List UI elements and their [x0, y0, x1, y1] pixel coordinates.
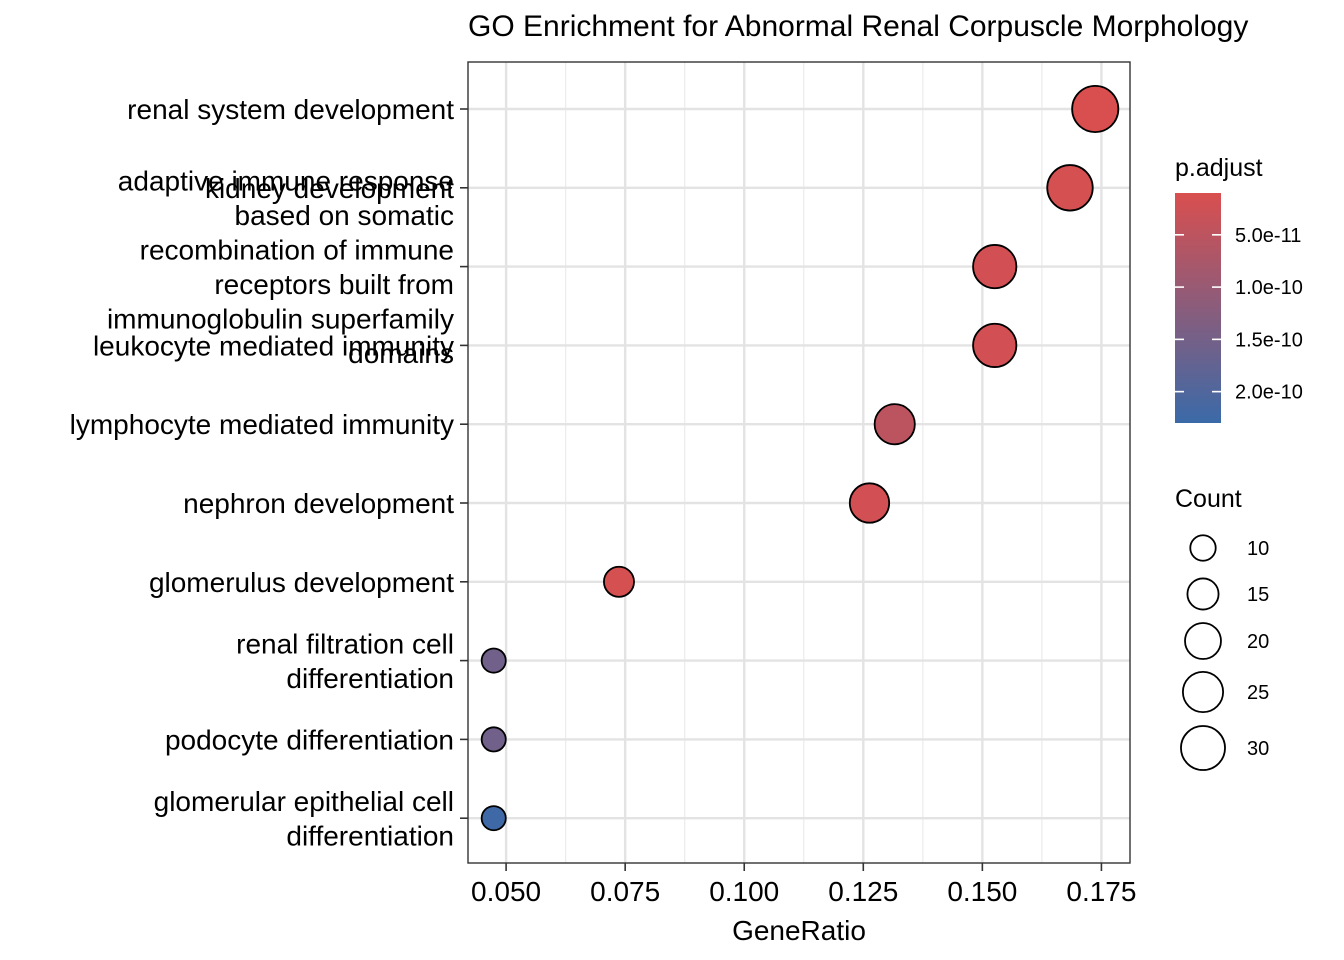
color-bar-tick-label: 1.5e-10	[1235, 329, 1303, 351]
y-tick-label: receptors built from	[214, 269, 454, 300]
data-point	[1046, 164, 1094, 212]
y-tick-label: kidney development	[205, 173, 454, 204]
y-tick-label: adaptive immune response	[118, 165, 454, 196]
y-tick-label: lymphocyte mediated immunity	[70, 409, 454, 440]
size-legend-label: 15	[1247, 584, 1269, 606]
x-tick-label: 0.150	[947, 876, 1017, 907]
panel-border	[467, 61, 1131, 864]
y-tick-label: renal system development	[127, 94, 454, 125]
y-tick-label: podocyte differentiation	[165, 724, 454, 755]
y-tick-label: renal filtration cell	[236, 628, 454, 659]
x-tick-label: 0.100	[709, 876, 779, 907]
x-tick-label: 0.050	[471, 876, 541, 907]
color-bar-tick-label: 2.0e-10	[1235, 382, 1303, 404]
data-point	[603, 565, 635, 598]
y-tick-label: differentiation	[286, 663, 454, 694]
y-tick-label: domains	[348, 338, 454, 369]
y-tick-label: based on somatic	[235, 200, 454, 231]
data-point	[480, 805, 507, 832]
plot-panel	[468, 62, 1130, 863]
data-point	[848, 482, 891, 524]
size-legend-label: 25	[1247, 682, 1269, 704]
size-legend-key	[1186, 577, 1220, 611]
size-legend-title: Count	[1175, 485, 1242, 513]
x-tick-label: 0.175	[1066, 876, 1136, 907]
data-point	[972, 244, 1018, 290]
chart-title: GO Enrichment for Abnormal Renal Corpusc…	[468, 10, 1249, 43]
y-tick-label: nephron development	[183, 488, 454, 519]
color-bar	[1175, 193, 1221, 423]
data-point	[873, 403, 916, 446]
y-tick-label: glomerulus development	[149, 567, 454, 598]
size-legend-key	[1189, 534, 1217, 562]
data-point	[480, 726, 507, 753]
color-legend-title: p.adjust	[1175, 154, 1263, 182]
y-tick-label: differentiation	[286, 820, 454, 851]
color-bar-tick-label: 5.0e-11	[1235, 225, 1301, 247]
x-tick-label: 0.075	[590, 876, 660, 907]
y-tick-label: immunoglobulin superfamily	[107, 303, 454, 334]
size-legend-label: 20	[1247, 631, 1269, 653]
size-legend-key	[1180, 725, 1226, 771]
size-legend-key	[1184, 622, 1222, 660]
color-bar-tick-label: 1.0e-10	[1235, 277, 1303, 299]
data-point	[972, 322, 1018, 368]
y-tick-label: leukocyte mediated immunity	[93, 330, 454, 361]
data-point	[1071, 85, 1120, 133]
size-legend-key	[1181, 670, 1225, 714]
x-tick-label: 0.125	[828, 876, 898, 907]
size-legend-label: 10	[1247, 538, 1269, 560]
size-legend-label: 30	[1247, 738, 1269, 760]
y-tick-label: recombination of immune	[140, 234, 454, 265]
y-tick-label: glomerular epithelial cell	[154, 786, 454, 817]
data-point	[480, 647, 507, 674]
x-axis-label: GeneRatio	[732, 915, 866, 946]
